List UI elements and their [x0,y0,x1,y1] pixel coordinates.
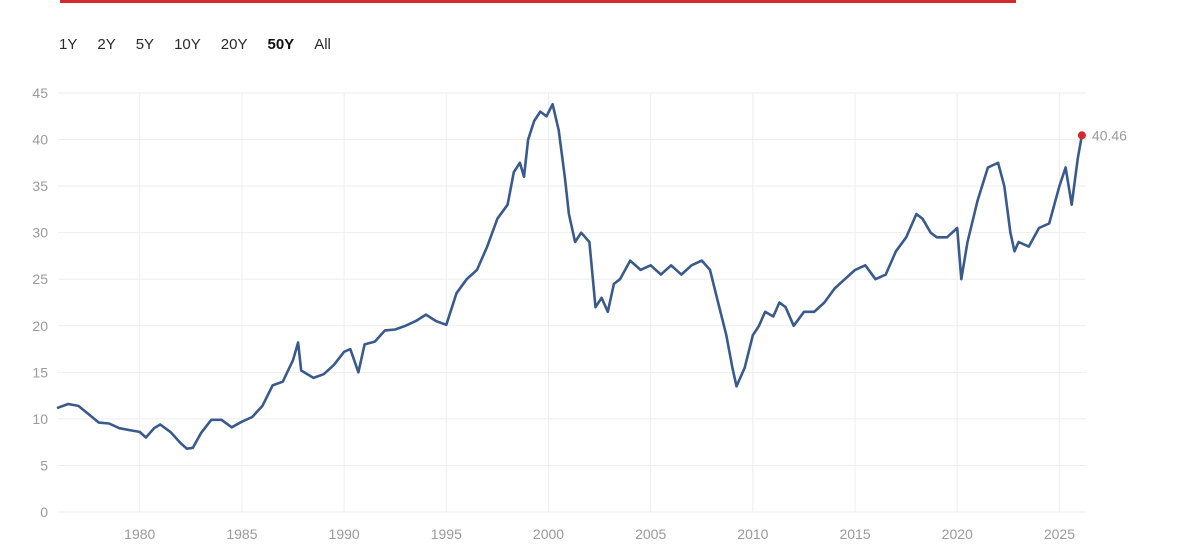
last-value-label: 40.46 [1092,127,1127,143]
time-range-tabs: 1Y 2Y 5Y 10Y 20Y 50Y All [59,36,351,54]
x-tick-label: 2000 [533,526,564,542]
y-tick-label: 15 [32,364,48,380]
x-tick-label: 1980 [124,526,155,542]
y-tick-label: 10 [32,411,48,427]
x-tick-label: 2010 [737,526,768,542]
tab-all[interactable]: All [314,36,331,53]
y-tick-label: 0 [40,504,48,520]
tab-5y[interactable]: 5Y [135,36,155,53]
tab-1y[interactable]: 1Y [59,36,78,53]
y-tick-label: 45 [32,85,48,101]
x-tick-label: 2005 [635,526,666,542]
y-tick-label: 30 [32,225,48,241]
last-value-marker [1077,131,1086,140]
accent-bar [60,0,1016,3]
tab-20y[interactable]: 20Y [220,36,248,53]
series-line [56,102,1084,450]
x-tick-label: 2020 [942,526,973,542]
y-tick-label: 40 [32,132,48,148]
y-tick-label: 25 [32,271,48,287]
tab-2y[interactable]: 2Y [97,36,116,53]
y-tick-label: 35 [32,178,48,194]
x-tick-label: 2025 [1044,526,1075,542]
y-tick-label: 5 [40,457,48,473]
x-tick-label: 1990 [329,526,360,542]
x-tick-label: 1995 [431,526,462,542]
tab-10y[interactable]: 10Y [174,36,201,53]
x-tick-label: 2015 [839,526,870,542]
tab-50y[interactable]: 50Y [267,36,295,53]
x-tick-label: 1985 [226,526,257,542]
y-tick-label: 20 [32,318,48,334]
